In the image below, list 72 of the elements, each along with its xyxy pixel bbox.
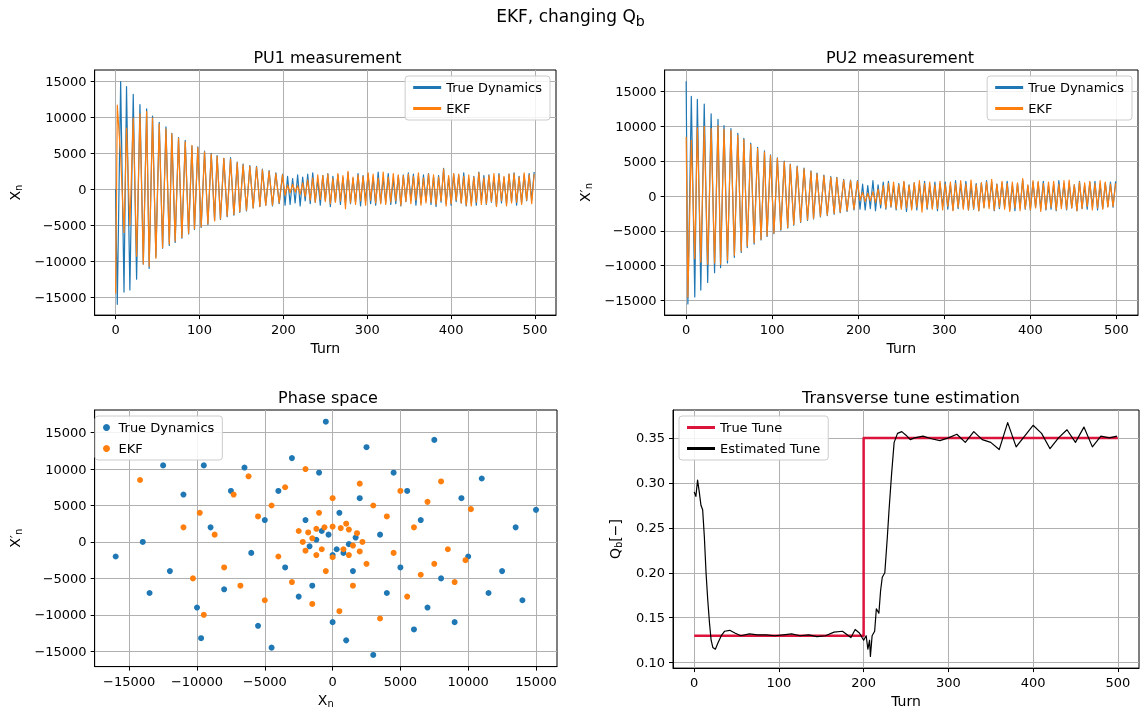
x-tick-label: 100 [766,675,792,691]
x-tick-label: 500 [1105,675,1131,691]
legend-label: EKF [1028,101,1053,116]
x-tick-label: 300 [931,322,957,338]
x-tick-label: −5000 [242,673,287,689]
y-tick-label: 0.15 [636,610,665,626]
x-tick-label: 0 [690,675,699,691]
x-tick-label: 0 [682,322,691,338]
y-axis-title: X′n [577,182,594,203]
y-tick-label: 0.35 [636,430,665,446]
x-tick-label: 500 [1104,322,1129,338]
x-tick-label: 100 [759,322,785,338]
x-tick-label: 300 [354,322,380,338]
x-tick-label: 0 [328,673,337,689]
legend-label: EKF [446,101,471,116]
y-tick-label: 15000 [45,74,87,89]
y-tick-label: 0.10 [636,655,665,671]
y-tick-label: 10000 [45,461,87,477]
chart-title: PU1 measurement [253,47,402,67]
x-tick-label: −15000 [103,673,156,689]
y-tick-label: 10000 [45,109,87,125]
y-tick-label: 15000 [45,425,87,441]
x-tick-label: 400 [438,322,464,338]
chart-title: Phase space [278,387,378,407]
y-tick-label: 0.20 [636,565,665,581]
x-tick-label: 0 [111,322,120,338]
x-tick-label: 400 [1018,322,1043,338]
chart-title: PU2 measurement [825,47,975,67]
y-tick-label: 0.25 [636,520,665,536]
x-tick-label: 15000 [515,673,557,689]
x-tick-label: 200 [845,322,871,338]
x-tick-label: 100 [187,322,212,338]
x-axis-title: Turn [309,340,341,356]
y-tick-label: 0 [78,181,87,197]
x-tick-label: 400 [1020,675,1046,691]
x-axis-title: Turn [890,693,921,709]
x-axis-title: Turn [885,340,917,356]
y-tick-label: −10000 [34,253,87,269]
y-tick-label: −5000 [42,570,87,586]
y-tick-label: 10000 [615,118,657,134]
y-axis-title: Xn [7,184,24,201]
x-tick-label: 200 [270,322,296,338]
y-tick-label: 5000 [623,153,657,169]
y-tick-label: −15000 [34,643,87,659]
y-tick-label: 5000 [53,498,87,513]
chart-title: Transverse tune estimation [801,387,1020,407]
y-tick-label: −10000 [604,258,657,274]
x-tick-label: 500 [522,322,548,338]
y-tick-label: −5000 [612,223,657,239]
y-tick-label: −5000 [42,217,87,233]
y-tick-label: 0 [648,188,657,204]
y-tick-label: −15000 [34,289,87,305]
x-tick-label: −10000 [170,673,224,689]
y-tick-label: 0.30 [636,475,665,491]
y-tick-label: 15000 [615,84,657,100]
x-tick-label: 300 [935,675,961,691]
y-tick-label: −10000 [34,607,87,623]
legend-label: True Dynamics [1027,80,1125,95]
legend-label: True Dynamics [445,80,543,95]
legend-label: True Tune [719,420,783,435]
text: EKF, changing Q$_{b}$ [495,6,646,30]
x-tick-label: 200 [851,675,877,691]
y-axis-title: Qb[−] [606,519,624,560]
y-tick-label: −15000 [604,292,657,308]
x-tick-label: 10000 [447,673,489,689]
y-axis-title: X′n [7,528,24,548]
y-tick-label: 5000 [53,145,87,161]
x-tick-label: 5000 [383,673,417,689]
y-tick-label: 0 [78,534,87,550]
legend-label: Estimated Tune [720,441,821,456]
legend-label: EKF [118,441,143,456]
legend-label: True Dynamics [117,420,215,435]
